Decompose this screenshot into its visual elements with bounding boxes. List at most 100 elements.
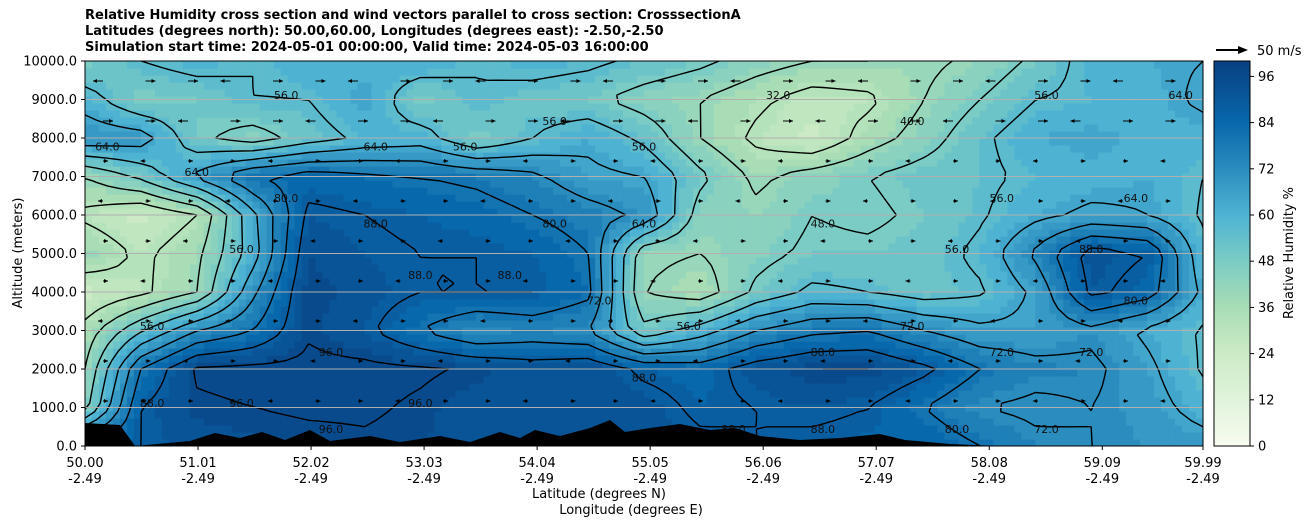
rh-cell <box>965 341 974 349</box>
rh-cell <box>825 236 834 244</box>
rh-cell <box>1189 313 1197 321</box>
rh-cell <box>734 264 743 272</box>
rh-cell <box>1154 236 1162 244</box>
rh-cell <box>699 369 708 377</box>
rh-cell <box>1077 376 1085 384</box>
rh-cell <box>91 313 100 321</box>
rh-cell <box>804 376 813 384</box>
rh-cell <box>888 292 897 300</box>
rh-cell <box>609 229 617 237</box>
rh-cell <box>1049 306 1057 314</box>
rh-cell <box>972 439 980 446</box>
rh-cell <box>965 299 974 307</box>
rh-cell <box>1182 348 1190 356</box>
rh-cell <box>161 271 170 279</box>
rh-cell <box>546 278 554 286</box>
rh-cell <box>140 439 149 446</box>
rh-cell <box>909 243 918 251</box>
rh-cell <box>434 243 442 251</box>
rh-cell <box>1028 320 1036 328</box>
rh-cell <box>832 306 841 314</box>
rh-cell <box>420 376 428 384</box>
rh-cell <box>916 341 925 349</box>
rh-cell <box>406 383 415 391</box>
rh-cell <box>993 334 1001 342</box>
rh-cell <box>972 236 980 244</box>
rh-cell <box>1035 285 1043 293</box>
rh-cell <box>951 334 960 342</box>
rh-cell <box>336 362 345 370</box>
rh-cell <box>294 397 303 405</box>
rh-cell <box>1168 292 1176 300</box>
rh-cell <box>616 243 624 251</box>
rh-cell <box>595 236 603 244</box>
rh-cell <box>1091 439 1099 446</box>
rh-cell <box>1147 285 1155 293</box>
rh-cell <box>958 313 967 321</box>
rh-cell <box>1028 348 1036 356</box>
rh-cell <box>196 362 205 370</box>
rh-cell <box>448 299 456 307</box>
rh-cell <box>1000 243 1008 251</box>
rh-cell <box>986 355 994 363</box>
rh-cell <box>1133 271 1141 279</box>
rh-cell <box>588 264 596 272</box>
rh-cell <box>189 334 198 342</box>
rh-cell <box>1049 264 1057 272</box>
rh-cell <box>923 334 932 342</box>
rh-cell <box>154 369 163 377</box>
rh-cell <box>1042 348 1050 356</box>
rh-cell <box>392 236 401 244</box>
rh-cell <box>881 271 890 279</box>
rh-cell <box>1021 299 1029 307</box>
rh-cell <box>951 285 960 293</box>
rh-cell <box>553 264 561 272</box>
rh-cell <box>154 236 163 244</box>
rh-cell <box>1098 348 1106 356</box>
rh-cell <box>294 243 303 251</box>
rh-cell <box>783 334 792 342</box>
rh-cell <box>853 334 862 342</box>
rh-cell <box>1168 369 1176 377</box>
rh-cell <box>595 292 603 300</box>
rh-cell <box>951 306 960 314</box>
rh-cell <box>168 271 177 279</box>
rh-cell <box>776 348 785 356</box>
rh-cell <box>993 411 1001 419</box>
rh-cell <box>616 411 624 419</box>
rh-cell <box>504 278 512 286</box>
rh-cell <box>161 362 170 370</box>
rh-cell <box>217 341 226 349</box>
rh-cell <box>85 334 93 342</box>
rh-cell <box>1098 292 1106 300</box>
rh-cell <box>1056 418 1064 426</box>
rh-cell <box>776 355 785 363</box>
rh-cell <box>357 229 366 237</box>
rh-cell <box>881 257 890 265</box>
rh-cell <box>420 243 428 251</box>
rh-cell <box>1161 376 1169 384</box>
rh-cell <box>944 229 953 237</box>
rh-cell <box>860 362 869 370</box>
rh-cell <box>490 257 498 265</box>
rh-cell <box>147 334 156 342</box>
rh-cell <box>203 299 212 307</box>
rh-cell <box>287 376 296 384</box>
rh-cell <box>1049 362 1057 370</box>
rh-cell <box>525 292 533 300</box>
rh-cell <box>657 229 666 237</box>
rh-cell <box>511 257 519 265</box>
rh-cell <box>958 362 967 370</box>
rh-cell <box>825 369 834 377</box>
rh-cell <box>266 390 275 398</box>
rh-cell <box>105 369 114 377</box>
rh-cell <box>574 278 582 286</box>
rh-cell <box>623 264 631 272</box>
rh-cell <box>133 264 142 272</box>
rh-cell <box>294 362 303 370</box>
rh-cell <box>182 397 191 405</box>
rh-cell <box>1028 383 1036 391</box>
rh-cell <box>951 299 960 307</box>
rh-cell <box>1126 362 1134 370</box>
rh-cell <box>1126 320 1134 328</box>
